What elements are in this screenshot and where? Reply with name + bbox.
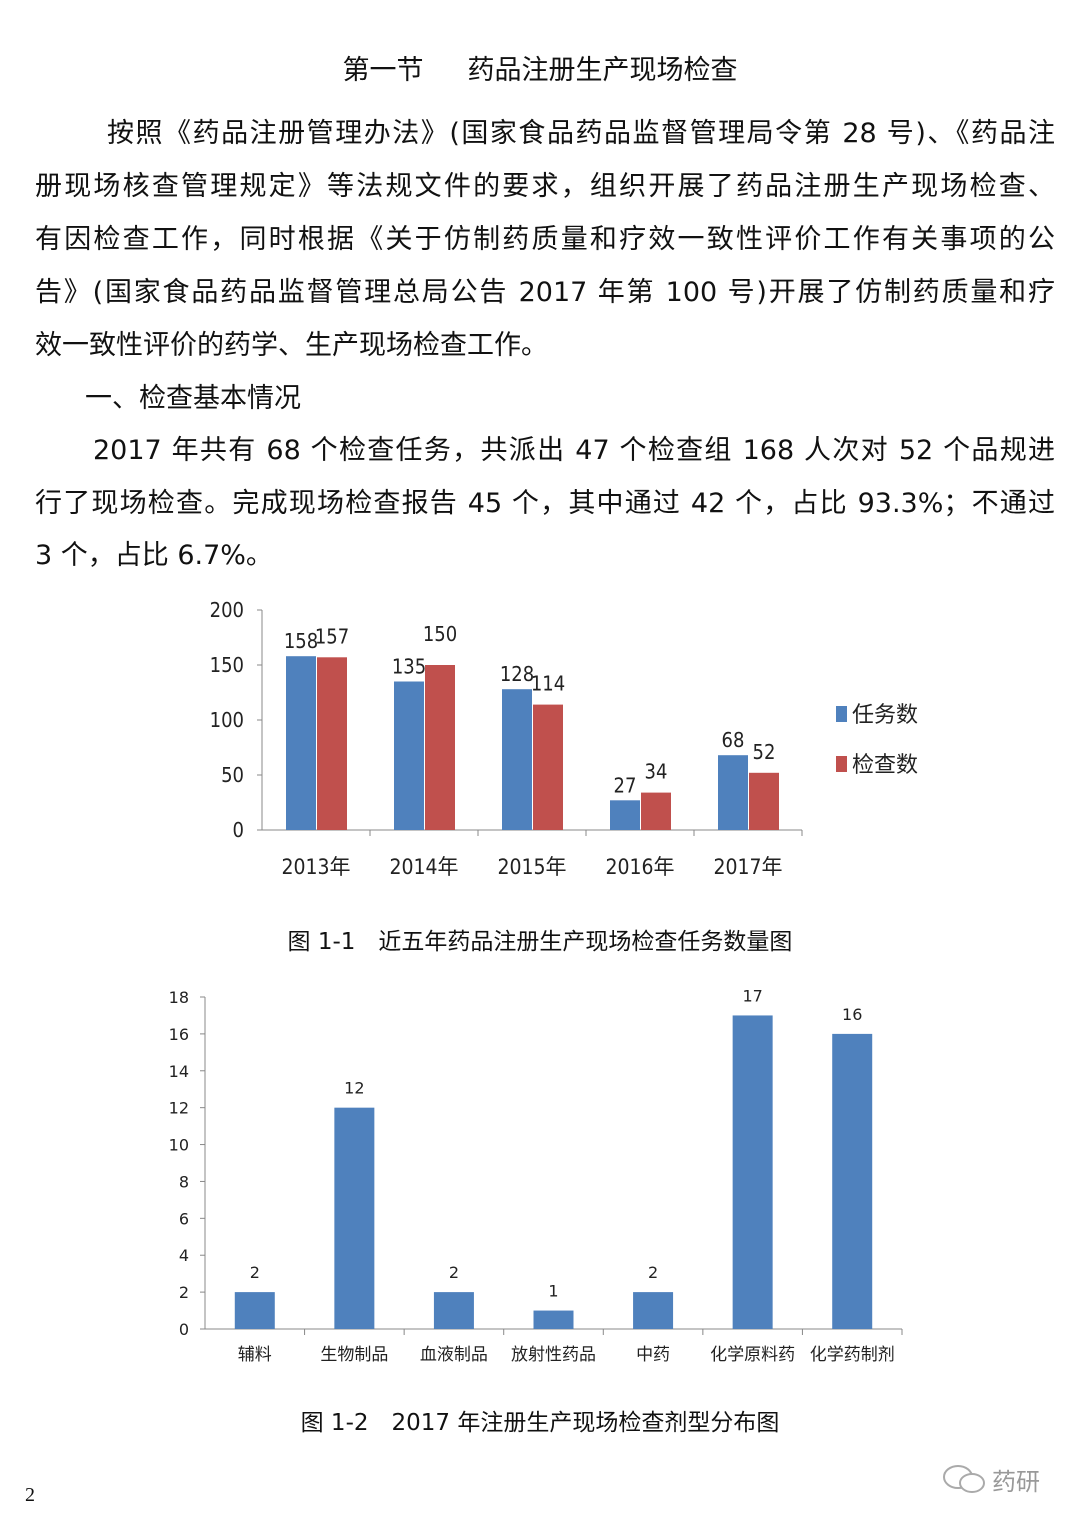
bar-inspections — [317, 657, 347, 830]
y-tick-label: 14 — [169, 1062, 189, 1081]
data-label: 27 — [614, 773, 637, 797]
y-tick-label: 100 — [210, 708, 244, 732]
x-tick-label: 辅料 — [238, 1345, 272, 1365]
data-label: 12 — [344, 1079, 364, 1098]
data-label: 114 — [531, 672, 565, 696]
x-tick-label: 化学原料药 — [710, 1345, 795, 1365]
data-label: 34 — [645, 760, 668, 784]
x-tick-label: 2017年 — [713, 855, 782, 879]
data-label: 158 — [284, 629, 318, 653]
data-label: 150 — [423, 622, 457, 646]
bar-tasks — [502, 689, 532, 830]
bar-inspections — [533, 704, 563, 830]
watermark-text: 药研 — [992, 1468, 1040, 1496]
data-label: 135 — [392, 655, 426, 679]
paragraph-line: 告》(国家食品药品监督管理总局公告 2017 年第 100 号)开展了仿制药质量… — [35, 277, 1055, 308]
x-tick-label: 血液制品 — [420, 1345, 488, 1365]
y-tick-label: 18 — [169, 988, 189, 1007]
data-label: 2 — [449, 1263, 459, 1282]
data-label: 68 — [722, 728, 745, 752]
watermark: 药研 — [942, 1462, 1040, 1497]
y-tick-label: 16 — [169, 1025, 189, 1044]
x-tick-label: 放射性药品 — [511, 1345, 596, 1365]
paragraph-line: 行了现场检查。完成现场检查报告 45 个，其中通过 42 个，占比 93.3%；… — [35, 488, 1055, 519]
y-tick-label: 4 — [179, 1246, 189, 1265]
y-tick-label: 10 — [169, 1136, 189, 1155]
section-title: 药品注册生产现场检查 — [467, 55, 738, 86]
legend-swatch — [836, 756, 847, 772]
bar — [533, 1310, 574, 1329]
bar-inspections — [425, 665, 455, 830]
x-tick-label: 2016年 — [605, 855, 674, 879]
section-number: 第一节 — [342, 55, 424, 86]
y-tick-label: 150 — [210, 653, 244, 677]
y-tick-label: 2 — [179, 1283, 189, 1302]
x-tick-label: 2014年 — [389, 855, 458, 879]
page-number: 2 — [25, 1484, 35, 1506]
bar — [732, 1015, 773, 1329]
bar-tasks — [610, 800, 640, 830]
y-tick-label: 0 — [179, 1320, 189, 1339]
y-tick-label: 0 — [233, 818, 244, 842]
data-label: 2 — [250, 1263, 260, 1282]
y-tick-label: 8 — [179, 1172, 189, 1191]
paragraph-line: 3 个，占比 6.7%。 — [35, 540, 273, 571]
x-tick-label: 2013年 — [281, 855, 350, 879]
paragraph-line: 2017 年共有 68 个检查任务，共派出 47 个检查组 168 人次对 52… — [93, 435, 1055, 466]
y-tick-label: 12 — [169, 1099, 189, 1118]
section-heading: 第一节 药品注册生产现场检查 — [0, 48, 1080, 87]
subheading: 一、检查基本情况 — [85, 383, 301, 414]
figure-caption-2: 图 1-2 2017 年注册生产现场检查剂型分布图 — [300, 1410, 780, 1436]
legend-swatch — [836, 706, 847, 722]
x-tick-label: 化学药制剂 — [810, 1345, 895, 1365]
bar-inspections — [749, 772, 779, 830]
bar — [234, 1292, 275, 1329]
legend-label: 任务数 — [852, 703, 918, 728]
paragraph-line: 有因检查工作，同时根据《关于仿制药质量和疗效一致性评价工作有关事项的公 — [35, 224, 1055, 255]
y-tick-label: 6 — [179, 1209, 189, 1228]
bar — [633, 1292, 674, 1329]
data-label: 16 — [842, 1005, 862, 1024]
y-tick-label: 200 — [210, 598, 244, 622]
figure-caption-1: 图 1-1 近五年药品注册生产现场检查任务数量图 — [287, 929, 793, 955]
bar-tasks — [394, 681, 424, 830]
data-label: 52 — [753, 740, 776, 764]
data-label: 1 — [548, 1282, 558, 1301]
x-tick-label: 生物制品 — [320, 1345, 388, 1365]
bar — [433, 1292, 474, 1329]
x-tick-label: 中药 — [636, 1345, 670, 1365]
bar — [334, 1107, 375, 1329]
y-tick-label: 50 — [221, 763, 244, 787]
data-label: 2 — [648, 1263, 658, 1282]
wechat-icon — [943, 1464, 985, 1493]
bar-tasks — [286, 656, 316, 830]
data-label: 17 — [742, 986, 762, 1005]
paragraph-line: 效一致性评价的药学、生产现场检查工作。 — [35, 330, 548, 361]
x-tick-label: 2015年 — [497, 855, 566, 879]
bar — [832, 1033, 873, 1329]
bar-inspections — [641, 792, 671, 830]
chart-dosage-distribution: 0 2 4 6 8 10 12 14 16 18 辅料 2 生物制品 12 血液制品 2 放射性药品 1 中药 2 化学… — [169, 986, 903, 1365]
paragraph-line: 册现场核查管理规定》等法规文件的要求，组织开展了药品注册生产现场检查、 — [35, 171, 1055, 202]
data-label: 128 — [500, 662, 534, 686]
legend-label: 检查数 — [852, 753, 918, 778]
paragraph-line: 按照《药品注册管理办法》(国家食品药品监督管理局令第 28 号)、《药品注 — [107, 118, 1055, 149]
bar-tasks — [718, 755, 748, 830]
data-label: 157 — [315, 624, 349, 648]
